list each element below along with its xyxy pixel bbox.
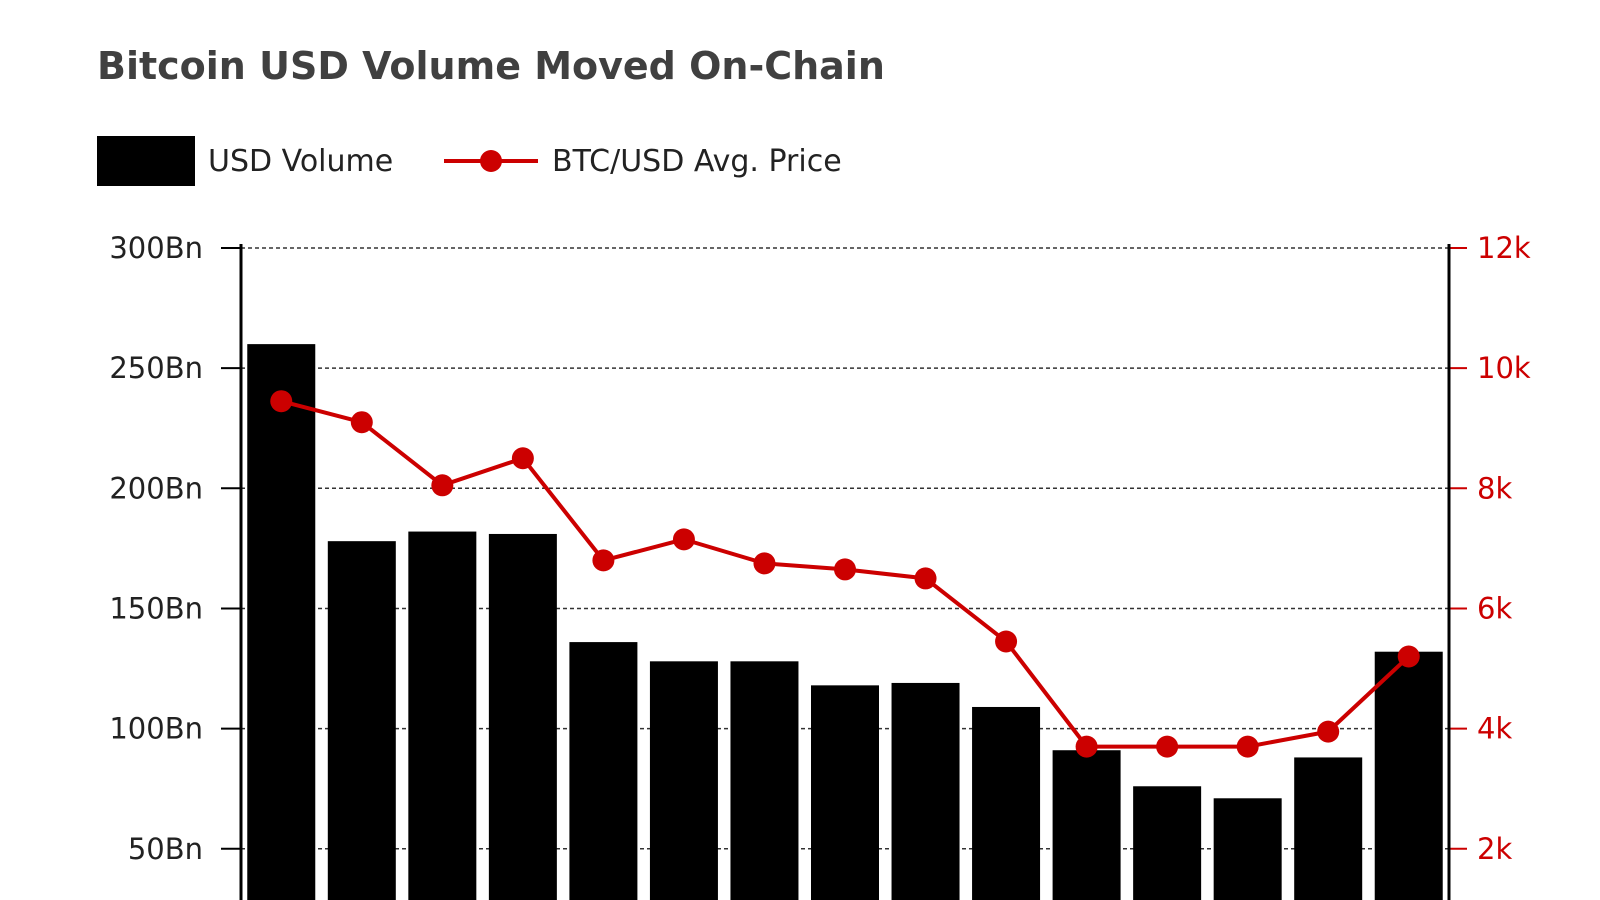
right-tick-label: 8k — [1477, 471, 1512, 505]
price-point — [1156, 735, 1179, 758]
volume-bar — [247, 344, 316, 900]
volume-bar — [327, 541, 396, 900]
volume-bar — [488, 533, 557, 900]
price-point — [270, 390, 293, 413]
chart-title: Bitcoin USD Volume Moved On-Chain — [97, 44, 885, 88]
volume-bar — [1374, 651, 1443, 900]
price-point — [834, 558, 856, 581]
price-point — [995, 630, 1018, 653]
volume-bar — [730, 661, 799, 900]
left-tick-label: 250Bn — [109, 351, 203, 385]
price-point — [672, 528, 695, 551]
price-point — [1075, 735, 1098, 758]
right-tick-label: 6k — [1477, 591, 1512, 625]
volume-bar — [569, 642, 638, 900]
legend-swatch-volume — [97, 136, 195, 186]
volume-bar — [1133, 786, 1202, 900]
volume-bar — [1294, 757, 1363, 900]
legend-label-volume: USD Volume — [208, 144, 394, 179]
volume-bar — [408, 531, 477, 900]
left-tick-label: 50Bn — [128, 832, 203, 866]
price-point — [350, 411, 373, 434]
legend-swatch-price — [444, 150, 538, 172]
right-tick-label: 2k — [1477, 832, 1512, 866]
left-tick-label: 300Bn — [109, 231, 203, 265]
volume-bar — [811, 685, 879, 900]
volume-bar — [1213, 798, 1282, 900]
right-tick-label: 10k — [1477, 351, 1531, 385]
price-point — [1397, 645, 1420, 668]
volume-bar — [649, 661, 718, 900]
price-point — [1236, 735, 1259, 758]
volume-bar — [891, 682, 960, 900]
right-tick-label: 4k — [1477, 712, 1512, 746]
legend-label-price: BTC/USD Avg. Price — [552, 144, 842, 179]
right-tick-label: 12k — [1477, 231, 1531, 265]
left-tick-label: 200Bn — [109, 471, 203, 505]
price-point — [1317, 720, 1340, 743]
price-point — [914, 567, 937, 590]
left-tick-label: 100Bn — [109, 712, 203, 746]
price-point — [753, 552, 776, 575]
price-point — [431, 474, 454, 497]
left-tick-label: 150Bn — [109, 591, 203, 625]
volume-bar — [972, 706, 1041, 900]
volume-bar — [1052, 750, 1121, 900]
price-point — [592, 549, 615, 572]
price-point — [511, 447, 534, 470]
